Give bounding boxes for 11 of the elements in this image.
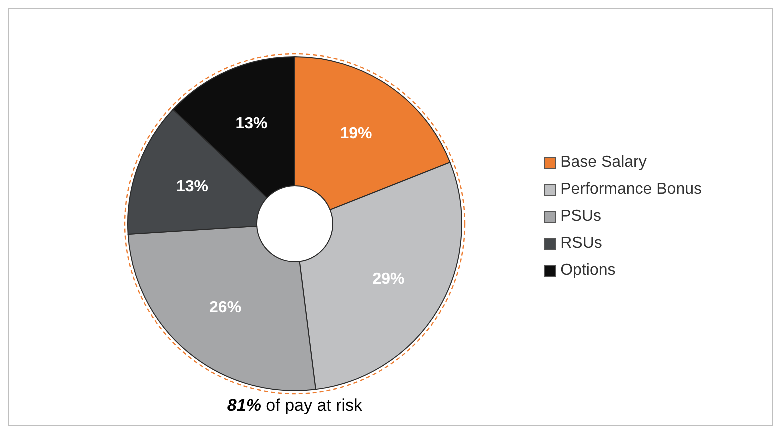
legend-label: RSUs (560, 235, 602, 253)
data-label: 26% (210, 299, 242, 316)
text: 81% of pay at risk (226, 396, 364, 416)
legend-label: Performance Bonus (560, 181, 702, 199)
data-label: 29% (372, 270, 405, 288)
data-label: 19% (340, 125, 372, 142)
legend-label: PSUs (560, 208, 602, 226)
legend-label: Options (560, 262, 616, 280)
legend-label: Base Salary (560, 154, 647, 172)
data-label: 13% (176, 178, 209, 196)
data-label: 13% (236, 116, 268, 133)
